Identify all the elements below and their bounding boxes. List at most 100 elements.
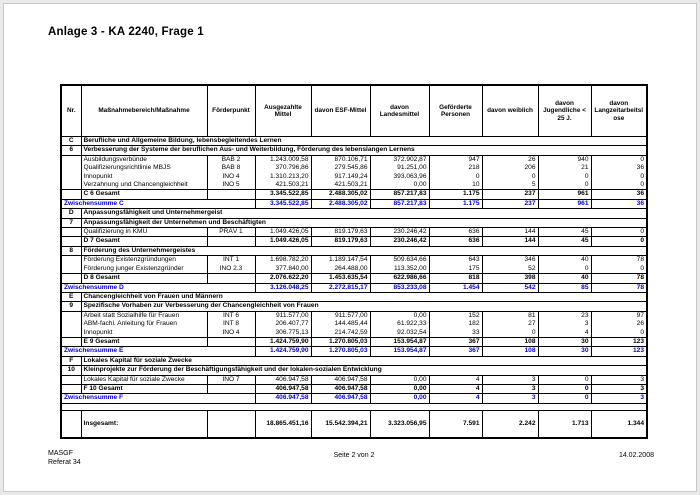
cell-count: 175 <box>428 264 483 274</box>
cell-amount: 406.947,58 <box>310 375 371 385</box>
cell-nr: 8 <box>60 245 82 257</box>
cell-measure-label: Verzahnung und Chancengleichheit <box>80 181 208 190</box>
cell-count: 1.713 <box>537 409 592 439</box>
cell-foerderpunkt: INO 4 <box>206 328 256 338</box>
cell-count: 4 <box>537 328 592 338</box>
cell-measure-label: ABM-fachl. Anleitung für Frauen <box>80 320 208 329</box>
cell-amount: 857.217,83 <box>369 198 430 210</box>
cell-foerderpunkt <box>206 409 256 439</box>
cell-nr <box>60 383 82 395</box>
cell-subtotal-label: Zwischensumme D <box>60 282 256 293</box>
cell-amount: 1.424.759,90 <box>254 336 312 348</box>
total-row: F 10 Gesamt 406.947,58 406.947,58 0,00 4 3 0 3 <box>60 383 648 395</box>
cell-subtotal-label: Zwischensumme E <box>60 346 256 357</box>
cell-nr <box>60 336 82 348</box>
cell-amount: 917.149,24 <box>310 172 371 182</box>
cell-amount: 15.542.394,21 <box>310 409 371 439</box>
cell-nr: C <box>60 135 82 147</box>
cell-section-label: Anpassungsfähigkeit der Unternehmen und … <box>80 217 648 229</box>
cell-foerderpunkt: INT 1 <box>206 255 256 265</box>
column-header: davon ESF-Mittel <box>310 84 371 137</box>
footer-org-block: MASGF Referat 34 <box>48 449 81 467</box>
table-row: Förderung junger Existenzgründer INO 2.3 3… <box>60 264 648 274</box>
cell-count: 26 <box>590 320 648 329</box>
cell-nr <box>60 320 82 329</box>
cell-total-label: Insgesamt: <box>80 409 208 439</box>
section-row: C Berufliche und Allgemeine Bildung, lebe… <box>60 135 648 147</box>
cell-count: 108 <box>481 346 539 357</box>
cell-amount: 153.954,87 <box>369 336 430 348</box>
grand-total-row: Insgesamt: 18.865.451,16 15.542.394,21 3.32… <box>60 409 648 439</box>
cell-count: 97 <box>590 311 648 321</box>
cell-nr <box>60 227 82 237</box>
cell-amount: 3.345.522,85 <box>254 189 312 200</box>
cell-count: 45 <box>537 227 592 237</box>
cell-amount: 857.217,83 <box>369 189 430 200</box>
cell-count: 4 <box>428 393 483 404</box>
cell-count: 144 <box>481 227 539 237</box>
column-header: Nr. <box>60 84 82 137</box>
cell-total-label: D 7 Gesamt <box>80 236 208 247</box>
cell-nr: F <box>60 355 82 367</box>
cell-measure-label: Förderung junger Existenzgründer <box>80 264 208 274</box>
cell-count: 3 <box>481 393 539 404</box>
cell-section-label: Anpassungsfähigkeit und Unternehmergeist <box>80 208 648 219</box>
cell-amount: 2.076.622,20 <box>254 273 312 284</box>
cell-count: 182 <box>428 320 483 329</box>
cell-count: 85 <box>537 282 592 293</box>
cell-count: 108 <box>481 336 539 348</box>
cell-nr: 10 <box>60 365 82 376</box>
cell-amount: 0,00 <box>369 393 430 404</box>
cell-total-label: C 6 Gesamt <box>80 189 208 200</box>
cell-amount: 113.352,00 <box>369 264 430 274</box>
cell-count: 26 <box>481 155 539 165</box>
section-row: F Lokales Kapital für soziale Zwecke <box>60 355 648 367</box>
cell-count: 144 <box>481 236 539 247</box>
section-row: 8 Förderung des Unternehmergeistes <box>60 245 648 257</box>
cell-nr <box>60 255 82 265</box>
cell-count: 36 <box>590 189 648 200</box>
cell-amount: 911.577,00 <box>310 311 371 321</box>
table-row: Qualifizierungsrichtlinie MBJS BAB 8 370.7… <box>60 164 648 173</box>
cell-count: 367 <box>428 336 483 348</box>
cell-nr <box>60 409 82 439</box>
cell-amount: 61.922,33 <box>369 320 430 329</box>
column-header: davon Landesmittel <box>369 84 430 137</box>
subtotal-row: Zwischensumme F 406.947,58 406.947,58 0,00 4… <box>60 393 648 404</box>
cell-count: 0 <box>537 264 592 274</box>
cell-foerderpunkt <box>206 189 256 200</box>
cell-foerderpunkt <box>206 273 256 284</box>
cell-nr <box>60 236 82 247</box>
section-row: 9 Spezifische Vorhaben zur Verbesserung d… <box>60 301 648 312</box>
cell-foerderpunkt: INO 2.3 <box>206 264 256 274</box>
cell-count: 3 <box>537 320 592 329</box>
cell-count: 346 <box>481 255 539 265</box>
cell-count: 0 <box>537 393 592 404</box>
cell-amount: 393.063,96 <box>369 172 430 182</box>
cell-count: 3 <box>481 383 539 395</box>
cell-amount: 91.251,00 <box>369 164 430 173</box>
cell-count: 237 <box>481 189 539 200</box>
cell-count: 7.591 <box>428 409 483 439</box>
scanned-page: Anlage 3 - KA 2240, Frage 1 Nr. Maßnahmeb… <box>3 3 697 492</box>
table-row: ABM-fachl. Anleitung für Frauen INT 8 206.… <box>60 320 648 329</box>
cell-count: 10 <box>428 181 483 190</box>
table-row: Förderung Existenzgründungen INT 1 1.698.7… <box>60 255 648 265</box>
column-header: davon Langzeitarbeitslose <box>590 84 648 137</box>
cell-count: 636 <box>428 227 483 237</box>
cell-total-label: F 10 Gesamt <box>80 383 208 395</box>
cell-count: 78 <box>590 273 648 284</box>
cell-amount: 406.947,58 <box>310 383 371 395</box>
subtotal-row: Zwischensumme E 1.424.759,90 1.270.805,03 1… <box>60 346 648 357</box>
cell-count: 1.454 <box>428 282 483 293</box>
cell-nr: 6 <box>60 145 82 156</box>
total-row: C 6 Gesamt 3.345.522,85 2.488.305,02 857.21… <box>60 189 648 200</box>
cell-measure-label: Innopunkt <box>80 328 208 338</box>
column-header: davon Jugendliche < 25 J. <box>537 84 592 137</box>
cell-foerderpunkt <box>206 336 256 348</box>
cell-count: 636 <box>428 236 483 247</box>
cell-amount: 0,00 <box>369 375 430 385</box>
spacer-row <box>61 403 647 410</box>
cell-count: 123 <box>590 346 648 357</box>
cell-amount: 406.947,58 <box>254 383 312 395</box>
